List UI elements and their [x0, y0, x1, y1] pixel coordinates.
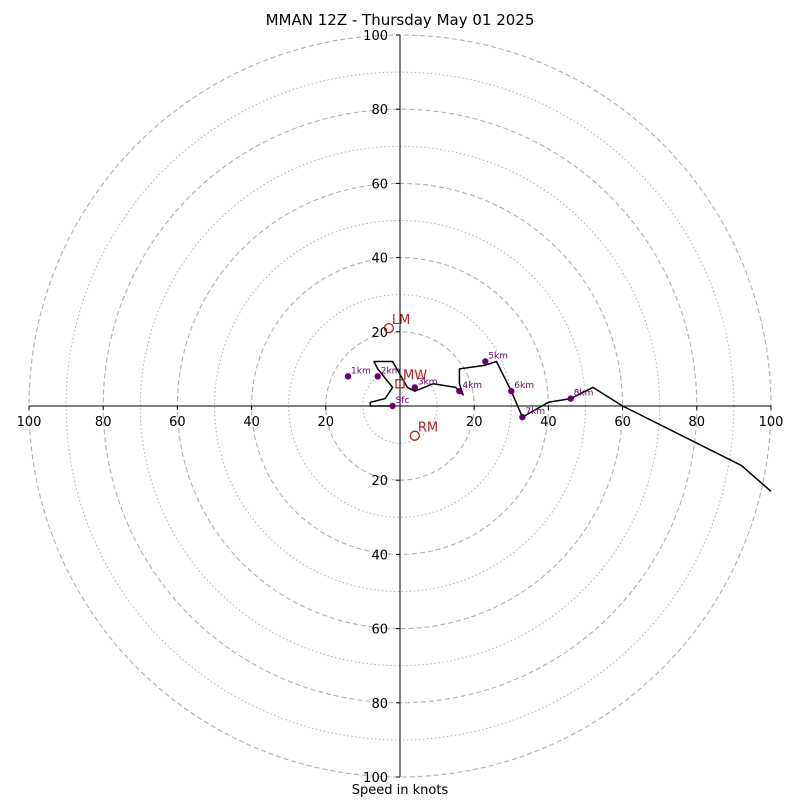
x-tick-label: 100 [17, 415, 42, 430]
height-marker-point [344, 373, 352, 380]
x-tick-label: 80 [95, 415, 112, 430]
y-tick-label: 40 [371, 252, 388, 267]
chart-title: MMAN 12Z - Thursday May 01 2025 [265, 11, 535, 29]
storm-motion-marker [383, 322, 395, 334]
x-tick-label: 40 [243, 415, 260, 430]
storm-motion-marker [395, 379, 405, 389]
y-tick-label: 20 [371, 326, 388, 341]
height-marker-label: 2km [381, 366, 401, 376]
height-marker-label: 4km [462, 381, 482, 391]
y-tick-label: 40 [371, 548, 388, 563]
x-tick-label: 80 [689, 415, 706, 430]
y-tick-label: 20 [371, 474, 388, 489]
height-marker-point [482, 358, 489, 365]
height-marker-point [456, 387, 463, 395]
y-tick-label: 60 [371, 177, 388, 192]
y-tick-label: 80 [371, 697, 388, 712]
height-marker-point [411, 384, 419, 391]
height-marker-point [508, 387, 515, 395]
storm-motion-marker [409, 430, 420, 441]
x-tick-label: 20 [318, 415, 335, 430]
storm-motion-label: MW [403, 369, 427, 384]
height-marker-point [389, 402, 396, 410]
storm-motion-label: LM [392, 313, 410, 328]
height-marker-point [519, 413, 526, 421]
x-tick-label: 20 [466, 415, 483, 430]
height-marker-point [374, 373, 381, 380]
height-marker-label: 6km [514, 381, 534, 391]
x-tick-label: 60 [169, 415, 186, 430]
y-tick-label: 100 [363, 29, 388, 44]
height-marker-point [567, 395, 574, 402]
height-marker-label: 1km [351, 366, 371, 376]
height-marker-label: 3km [418, 377, 438, 387]
y-tick-label: 80 [371, 103, 388, 118]
storm-motion-layer: LM MW RM [383, 313, 438, 441]
height-marker-label: 7km [525, 407, 545, 417]
x-tick-label: 100 [759, 415, 784, 430]
storm-motion-label: RM [418, 421, 438, 436]
height-marker-label: 5km [488, 351, 508, 361]
x-tick-label: 60 [614, 415, 631, 430]
height-marker-label: Sfc [396, 396, 410, 406]
axes-layer: 20 20 20 20 40 40 40 40 60 60 60 60 80 80 80 80 100 100 10… [17, 29, 784, 786]
x-tick-label: 40 [540, 415, 557, 430]
x-axis-label: Speed in knots [351, 783, 449, 798]
y-tick-label: 60 [371, 623, 388, 638]
y-tick-label: 100 [363, 771, 388, 786]
height-marker-layer: Sfc 1km 2km 3km 4km 5km 6km 7km 8km [344, 351, 594, 421]
height-marker-label: 8km [574, 389, 594, 399]
